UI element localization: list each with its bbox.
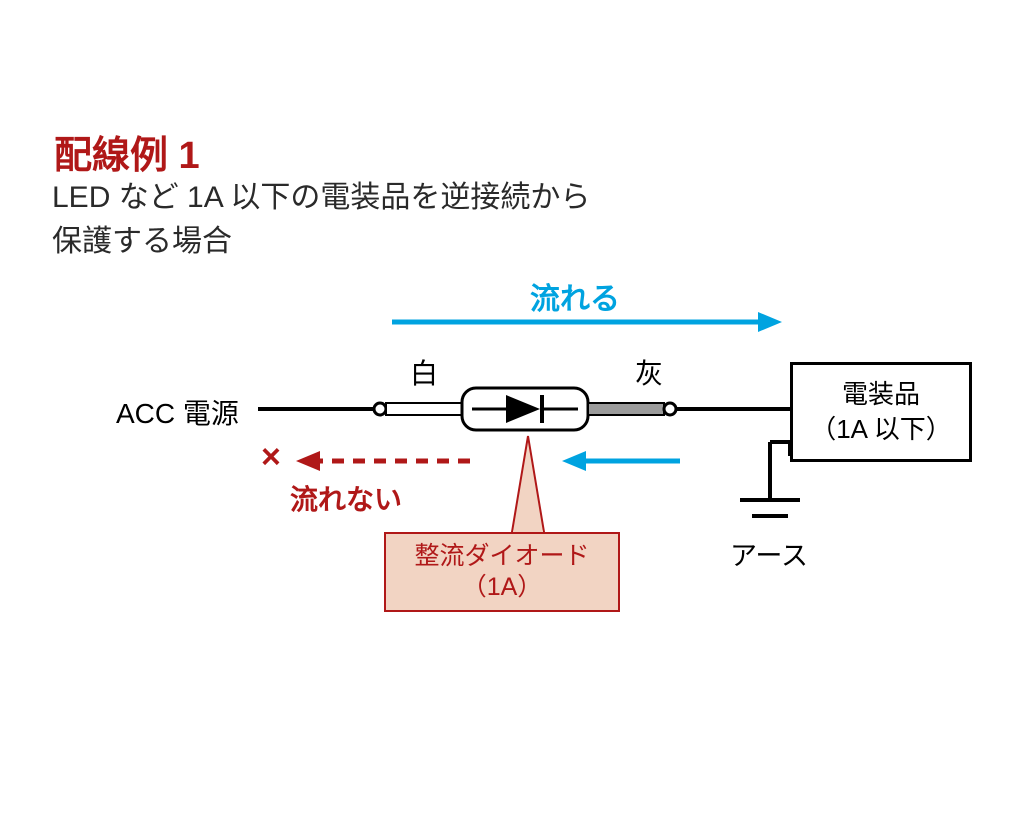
device-line2: （1A 以下） [810, 412, 952, 447]
reverse-x-mark: × [261, 438, 281, 477]
reverse-incoming-arrow [562, 451, 680, 471]
callout-pointer [512, 436, 544, 532]
wire-gray-label: 灰 [635, 352, 663, 392]
wire-gray-segment [588, 403, 664, 415]
node-left [374, 403, 386, 415]
node-right [664, 403, 676, 415]
diode-callout-line2: （1A） [462, 572, 543, 603]
wire-white-label: 白 [410, 352, 438, 392]
device-box: 電装品 （1A 以下） [790, 362, 972, 462]
device-line1: 電装品 [842, 377, 920, 412]
acc-source-label: ACC 電源 [116, 392, 239, 432]
diode-callout-line1: 整流ダイオード [414, 541, 589, 572]
diode-callout-box: 整流ダイオード （1A） [384, 532, 620, 612]
wire-white-segment [386, 403, 462, 415]
diagram-root: 配線例 1 LED など 1A 以下の電装品を逆接続から 保護する場合 [0, 0, 1024, 818]
forward-flow-label: 流れる [530, 274, 620, 318]
ground-label: アース [730, 534, 808, 573]
reverse-blocked-arrow [296, 451, 470, 471]
reverse-blocked-label: 流れない [290, 478, 402, 518]
